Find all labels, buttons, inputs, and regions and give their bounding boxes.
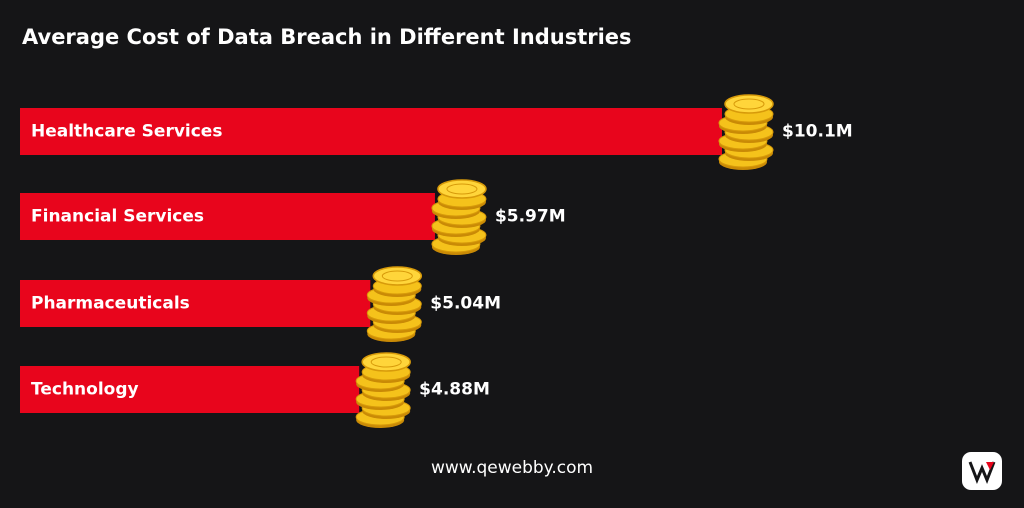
source: www.qewebby.com [431, 458, 593, 478]
coin-top [724, 94, 774, 114]
value-label: $5.04M [430, 294, 501, 314]
bar [20, 108, 722, 155]
coin-top [372, 266, 423, 286]
bar [20, 193, 435, 240]
coin-top [361, 352, 411, 372]
category-label: Healthcare Services [31, 122, 222, 142]
logo-mark [968, 461, 996, 485]
coin-stack [431, 179, 487, 255]
chart-title: Average Cost of Data Breach in Different… [22, 25, 632, 49]
value-label: $5.97M [495, 207, 566, 227]
coin-face [381, 270, 413, 282]
category-label: Technology [31, 380, 139, 400]
coin-stack [366, 266, 423, 342]
value-label: $10.1M [782, 122, 853, 142]
logo-accent [986, 462, 994, 470]
coin-top [437, 179, 487, 199]
category-label: Financial Services [31, 207, 204, 227]
coin-face [446, 183, 478, 195]
bar [20, 366, 360, 413]
value-label: $4.88M [419, 380, 490, 400]
bar [20, 280, 371, 327]
coin-stack [355, 352, 411, 428]
coin-face [733, 98, 765, 110]
coin-stack [718, 94, 774, 170]
coin-face [370, 356, 402, 368]
logo [962, 452, 1002, 490]
category-label: Pharmaceuticals [31, 294, 190, 314]
